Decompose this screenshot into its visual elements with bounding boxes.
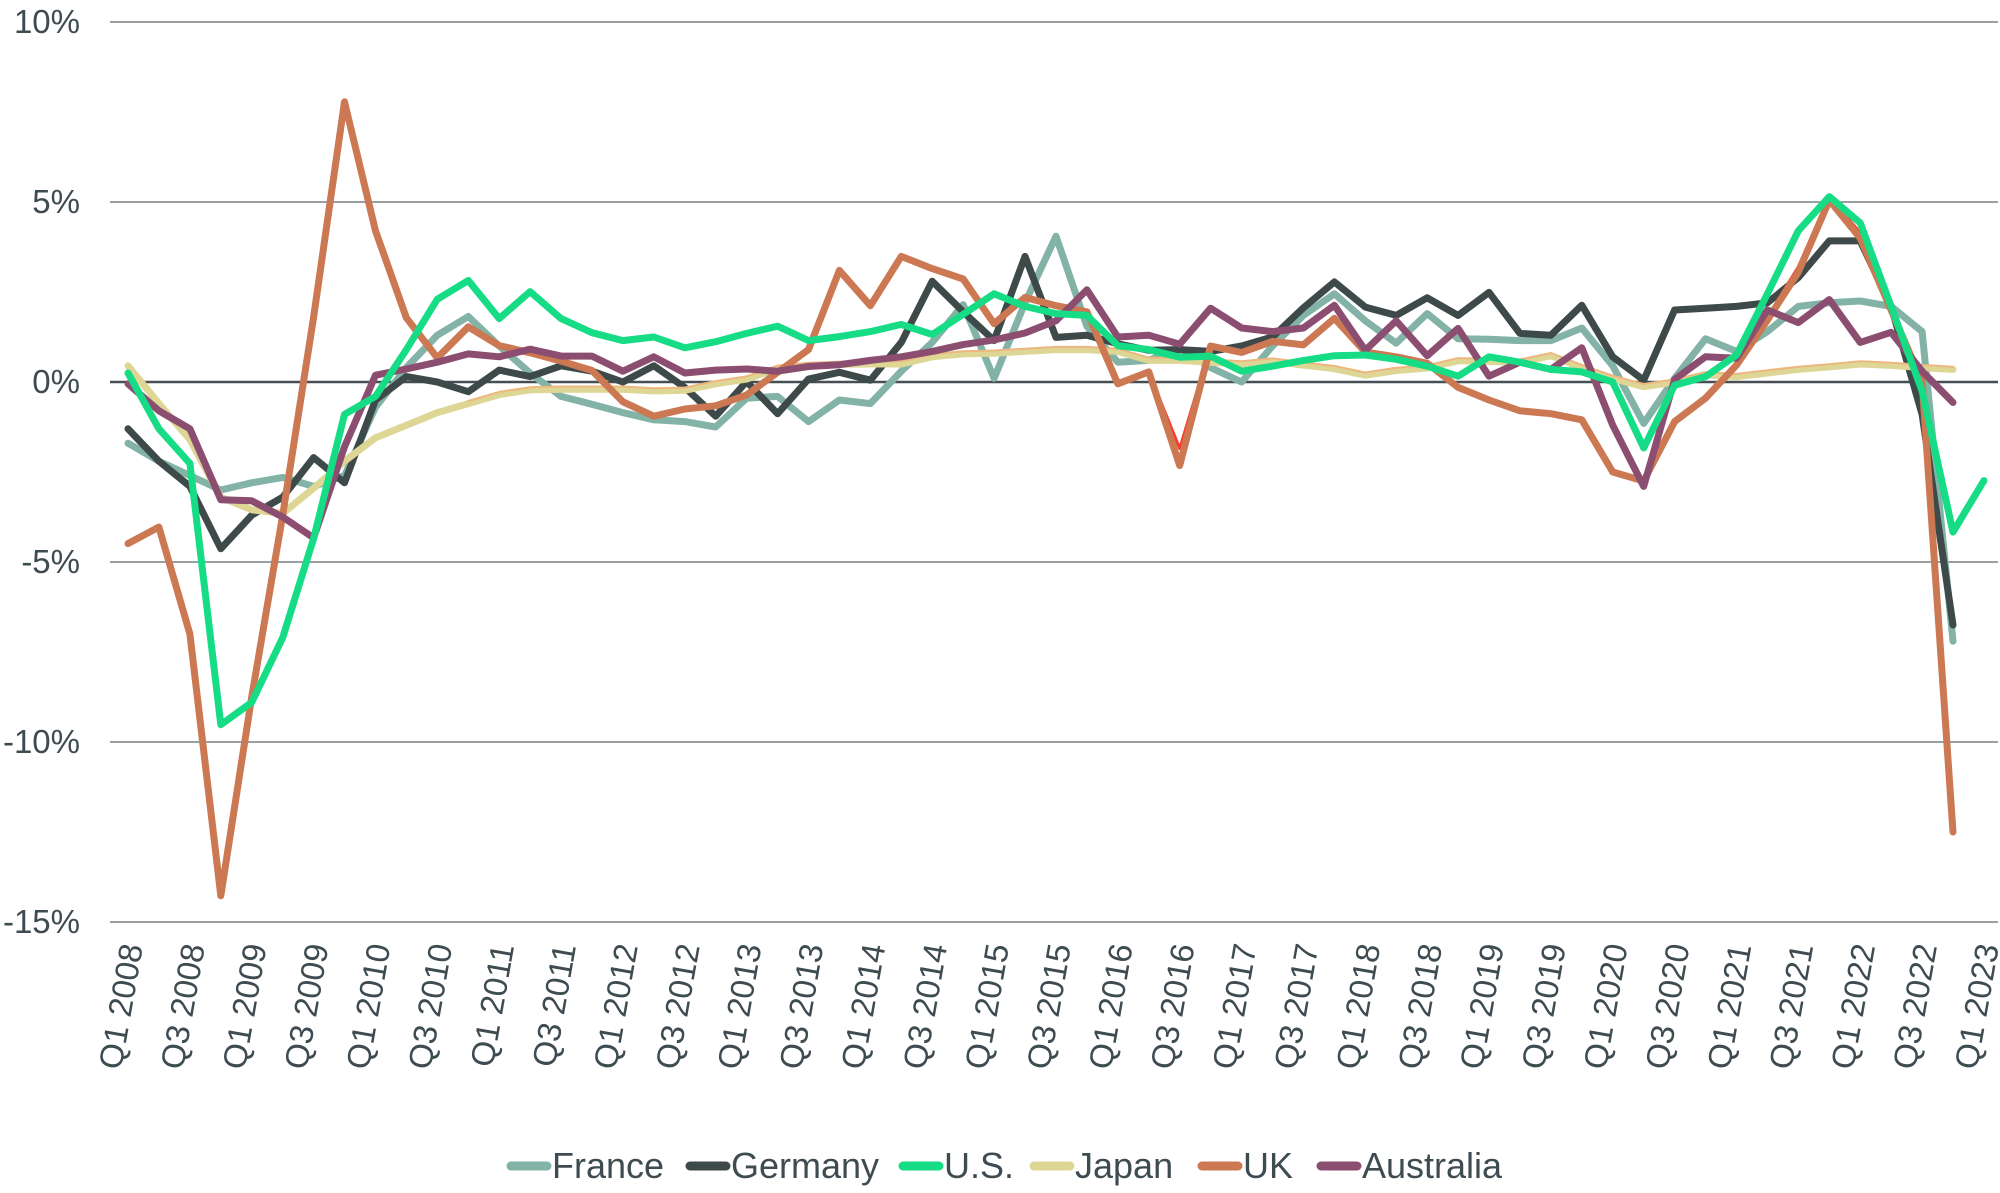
svg-text:10%: 10% [14,3,80,40]
svg-text:Q3 2012: Q3 2012 [648,941,706,1072]
svg-text:Australia: Australia [1362,1145,1503,1186]
svg-text:5%: 5% [32,183,80,220]
svg-text:Q1 2021: Q1 2021 [1700,941,1758,1072]
svg-text:-15%: -15% [3,903,80,940]
svg-text:Q1 2022: Q1 2022 [1824,941,1882,1072]
svg-text:Q1 2019: Q1 2019 [1452,941,1510,1072]
svg-text:France: France [552,1145,664,1186]
svg-text:Q3 2019: Q3 2019 [1514,941,1572,1072]
svg-text:Q3 2009: Q3 2009 [277,941,335,1072]
svg-text:Q3 2011: Q3 2011 [525,941,583,1070]
svg-text:Q1 2008: Q1 2008 [91,941,149,1072]
svg-text:U.S.: U.S. [944,1145,1014,1186]
svg-text:Q1 2014: Q1 2014 [834,941,892,1072]
svg-text:Q1 2012: Q1 2012 [586,941,644,1072]
svg-text:Q3 2017: Q3 2017 [1267,941,1325,1072]
svg-text:Japan: Japan [1075,1145,1173,1186]
svg-text:Q1 2017: Q1 2017 [1205,941,1263,1072]
svg-text:Q3 2010: Q3 2010 [401,941,459,1072]
svg-text:0%: 0% [32,363,80,400]
svg-text:Q3 2013: Q3 2013 [772,941,830,1072]
svg-text:Q3 2014: Q3 2014 [896,941,954,1072]
svg-text:Q3 2020: Q3 2020 [1638,941,1696,1072]
svg-text:Q1 2016: Q1 2016 [1081,941,1139,1072]
svg-text:-10%: -10% [3,723,80,760]
svg-text:Q1 2018: Q1 2018 [1329,941,1387,1072]
svg-text:Q3 2022: Q3 2022 [1886,941,1944,1072]
svg-text:Q1 2023: Q1 2023 [1947,941,2000,1072]
svg-text:Q1 2020: Q1 2020 [1576,941,1634,1072]
svg-text:Q1 2015: Q1 2015 [958,941,1016,1072]
svg-text:Q3 2018: Q3 2018 [1391,941,1449,1072]
svg-text:Q3 2015: Q3 2015 [1019,941,1077,1072]
svg-text:Q3 2021: Q3 2021 [1762,941,1820,1072]
svg-text:Q1 2013: Q1 2013 [710,941,768,1072]
svg-text:Q1 2009: Q1 2009 [215,941,273,1072]
svg-text:UK: UK [1243,1145,1293,1186]
svg-text:Q3 2016: Q3 2016 [1143,941,1201,1072]
svg-text:Q3 2008: Q3 2008 [153,941,211,1072]
svg-text:Q1 2010: Q1 2010 [339,941,397,1072]
svg-text:Q1 2011: Q1 2011 [463,941,521,1070]
svg-text:Germany: Germany [731,1145,879,1186]
svg-text:-5%: -5% [21,543,80,580]
